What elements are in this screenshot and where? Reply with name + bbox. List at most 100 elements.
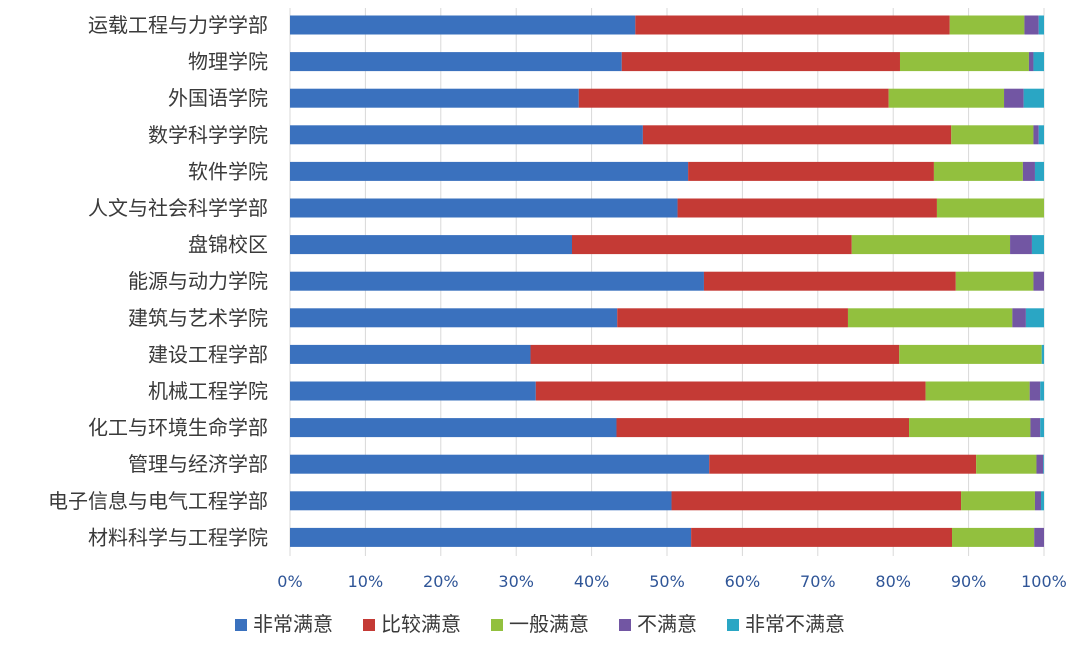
bar-segment [1033, 52, 1044, 72]
legend-swatch [363, 619, 375, 631]
bar-segment [290, 308, 618, 328]
bar-segment [290, 344, 531, 364]
category-label: 盘锦校区 [188, 233, 268, 257]
bar-segment [949, 15, 1025, 35]
bar-segment [1038, 125, 1044, 145]
bar-segment [290, 198, 678, 218]
bar-segment [1029, 381, 1041, 401]
bar-segment [888, 88, 1005, 108]
bar-segment [1034, 527, 1044, 547]
x-tick-label: 100% [1021, 572, 1067, 591]
bar-segment [1028, 52, 1034, 72]
bar-segment [709, 454, 977, 474]
legend-item: 一般满意 [491, 612, 589, 636]
x-tick-label: 80% [875, 572, 911, 591]
bar-segment [290, 15, 636, 35]
bar-segment [1033, 271, 1044, 291]
bar-segment [1036, 454, 1044, 474]
bar-segment [535, 381, 926, 401]
bar-segment [290, 88, 579, 108]
x-tick-label: 30% [498, 572, 534, 591]
bar-segment [899, 52, 1029, 72]
bar-segment [1010, 235, 1032, 255]
bar-segment [1031, 235, 1044, 255]
legend-item: 不满意 [619, 612, 697, 636]
legend: 非常满意 比较满意 一般满意 不满意 非常不满意 [235, 612, 845, 636]
category-label: 建设工程学部 [148, 342, 268, 366]
bar-segment [290, 454, 710, 474]
bar-segment [691, 527, 953, 547]
bar-segment [703, 271, 956, 291]
x-tick-label: 60% [725, 572, 761, 591]
bar-segment [677, 198, 937, 218]
bar-segment [290, 491, 672, 511]
bar-segment [1033, 125, 1039, 145]
bar-segment [1038, 15, 1044, 35]
bar-segment [621, 52, 900, 72]
legend-item: 比较满意 [363, 612, 461, 636]
bar-segment [290, 125, 643, 145]
bars [290, 15, 1044, 547]
bar-segment [642, 125, 952, 145]
legend-swatch [491, 619, 503, 631]
bar-segment [899, 344, 1042, 364]
category-label: 软件学院 [188, 159, 268, 183]
bar-segment [951, 125, 1034, 145]
bar-segment [1040, 381, 1044, 401]
bar-segment [1040, 491, 1044, 511]
bar-segment [961, 491, 1035, 511]
x-axis-tick-labels: 0% 10% 20% 30% 40% 50% 60% 70% 80% 90% 100% [277, 572, 1067, 591]
category-label: 机械工程学院 [148, 379, 268, 403]
legend-item: 非常满意 [235, 612, 333, 636]
bar-segment [1041, 344, 1044, 364]
category-label: 建筑与艺术学院 [128, 306, 268, 330]
bar-segment [1025, 308, 1044, 328]
bar-segment [976, 454, 1037, 474]
bar-segment [1043, 454, 1044, 474]
category-label: 能源与动力学院 [128, 269, 268, 293]
x-tick-label: 10% [348, 572, 384, 591]
bar-segment [847, 308, 1013, 328]
category-label: 运载工程与力学学部 [88, 13, 268, 37]
category-label: 人文与社会科学学部 [88, 196, 268, 220]
legend-swatch [727, 619, 739, 631]
category-label: 外国语学院 [168, 86, 268, 110]
bar-segment [1034, 161, 1044, 181]
category-label: 材料科学与工程学院 [88, 525, 268, 549]
x-tick-label: 40% [574, 572, 610, 591]
bar-segment [955, 271, 1034, 291]
bar-segment [1040, 418, 1044, 438]
bar-segment [952, 527, 1035, 547]
bar-segment [290, 271, 704, 291]
legend-swatch [235, 619, 247, 631]
bar-segment [1004, 88, 1024, 108]
category-label: 物理学院 [188, 50, 268, 74]
bar-segment [1023, 88, 1044, 108]
legend-label: 非常不满意 [745, 612, 845, 636]
bar-segment [1024, 15, 1039, 35]
legend-label: 非常满意 [253, 612, 333, 636]
bar-segment [290, 381, 536, 401]
bar-segment [1030, 418, 1041, 438]
x-tick-label: 90% [951, 572, 987, 591]
bar-segment [530, 344, 900, 364]
bar-segment [671, 491, 962, 511]
category-label: 管理与经济学部 [128, 452, 268, 476]
legend-swatch [619, 619, 631, 631]
x-tick-label: 0% [277, 572, 302, 591]
bar-segment [290, 161, 689, 181]
legend-label: 比较满意 [381, 612, 461, 636]
bar-segment [571, 235, 852, 255]
bar-segment [290, 235, 572, 255]
legend-label: 不满意 [637, 612, 697, 636]
x-tick-label: 50% [649, 572, 685, 591]
bar-segment [851, 235, 1011, 255]
category-label: 化工与环境生命学部 [88, 416, 268, 440]
category-labels: 运载工程与力学学部物理学院外国语学院数学科学学院软件学院人文与社会科学学部盘锦校… [48, 13, 268, 549]
bar-segment [616, 418, 910, 438]
bar-segment [936, 198, 1044, 218]
bar-segment [933, 161, 1023, 181]
bar-segment [1034, 491, 1041, 511]
bar-segment [1022, 161, 1035, 181]
